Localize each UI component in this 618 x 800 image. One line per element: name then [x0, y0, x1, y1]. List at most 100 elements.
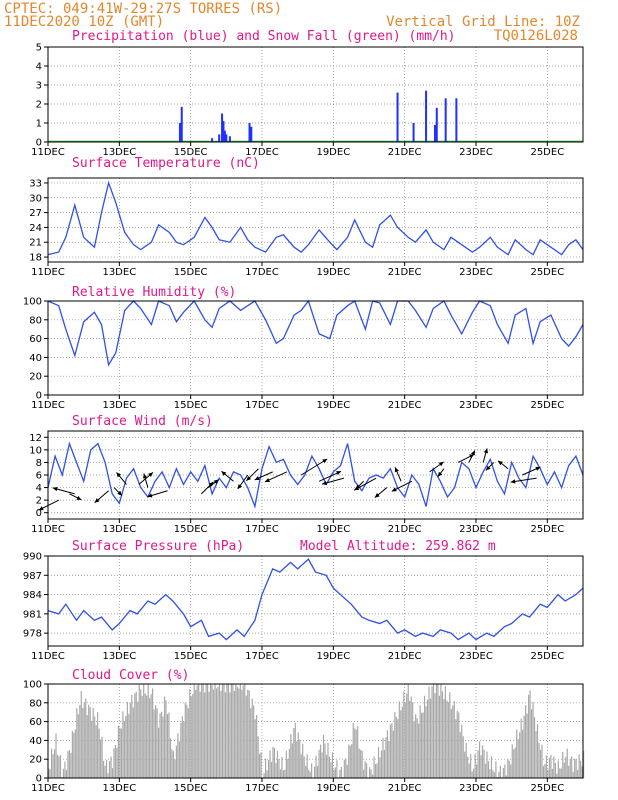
pres-xtick-label: 15DEC [174, 651, 208, 662]
cloud-bar [426, 699, 429, 778]
precip-bar [250, 126, 253, 142]
cloud-bar [260, 752, 262, 778]
rh-xtick-label: 21DEC [388, 400, 422, 411]
precip-bar [228, 136, 231, 142]
cloud-bar [141, 695, 143, 778]
cloud-bar [55, 733, 57, 778]
rh-xtick-label: 19DEC [316, 400, 350, 411]
cloud-bar [400, 710, 402, 778]
cloud-bar [105, 760, 108, 778]
cloud-bar [547, 769, 549, 778]
cloud-bar [398, 701, 400, 778]
cloud-bar [102, 760, 105, 778]
cloud-bar [233, 690, 235, 778]
cloud-bar [480, 755, 482, 778]
precip-bar [211, 138, 214, 142]
cloud-bar [126, 701, 128, 778]
cloud-bar [535, 731, 537, 778]
precip-bar [455, 98, 458, 142]
cloud-bar [288, 748, 290, 778]
rh-xtick-label: 15DEC [174, 400, 208, 411]
wind-vector-head [213, 479, 219, 485]
wind-vector-head [148, 472, 153, 478]
cloud-bar [184, 702, 186, 778]
rh-xtick-label: 17DEC [245, 400, 279, 411]
cloud-bar [217, 686, 219, 778]
cloud-ytick-label: 20 [29, 755, 42, 766]
cloud-bar [581, 766, 583, 778]
cloud-bar [322, 734, 325, 778]
cloud-bar [431, 686, 433, 778]
wind-vector-head [208, 481, 214, 487]
cloud-bar [293, 727, 295, 778]
cloud-bar [49, 769, 51, 778]
cloud-bar [517, 739, 519, 778]
temp-frame [47, 177, 584, 263]
wind-xtick-label: 23DEC [459, 524, 493, 535]
cloud-bar [533, 717, 536, 778]
cloud-bar [345, 758, 347, 778]
cloud-bar [86, 715, 88, 778]
cloud-bar [388, 740, 390, 778]
cloud-bar [551, 768, 553, 778]
cloud-bar [440, 684, 442, 778]
cloud-bar [79, 705, 81, 778]
wind-vector-head [483, 448, 488, 454]
cloud-bar [438, 695, 441, 778]
cloud-bar [125, 715, 127, 778]
cloud-bar [192, 693, 194, 778]
wind-vector-head [437, 471, 443, 477]
cloud-bar [467, 756, 469, 778]
cloud-bar [207, 684, 209, 778]
cloud-bar [275, 762, 277, 778]
cloud-bar [308, 769, 310, 778]
cloud-bar [566, 748, 568, 778]
precip-bar [222, 121, 225, 142]
cloud-bar [239, 684, 241, 778]
cloud-bar [319, 744, 322, 778]
cloud-bar [77, 714, 79, 778]
cloud-bar [241, 689, 243, 778]
cloud-bar [486, 751, 488, 778]
cloud-bar [62, 768, 65, 778]
cloud-bar [443, 698, 445, 778]
cloud-bar [334, 767, 337, 778]
cloud-bar [336, 760, 338, 778]
wind-xtick-label: 17DEC [245, 524, 279, 535]
cloud-bar [330, 762, 332, 778]
cloud-bar [53, 749, 56, 778]
rh-ytick-label: 40 [29, 353, 42, 364]
cloud-bar [394, 712, 396, 778]
pres-ytick-label: 984 [23, 590, 42, 601]
cloud-bar [370, 769, 372, 778]
cloud-bar [382, 737, 384, 778]
precip-bar [425, 90, 428, 142]
cloud-bar [578, 754, 580, 778]
wind-vector-head [322, 480, 327, 486]
cloud-bar [71, 730, 73, 778]
wind-xtick-label: 15DEC [174, 524, 208, 535]
cloud-bar [156, 708, 158, 778]
cloud-bar [282, 770, 284, 778]
cloud-bar [157, 727, 160, 778]
cloud-bar [187, 708, 189, 778]
cloud-xtick-label: 13DEC [102, 783, 136, 794]
precip-xtick-label: 15DEC [174, 147, 208, 158]
cloud-xtick-label: 17DEC [245, 783, 279, 794]
cloud-bar [327, 742, 329, 778]
wind-vector-head [221, 471, 227, 476]
cloud-bar [528, 694, 530, 778]
cloud-bar [284, 769, 286, 778]
cloud-bar [453, 701, 455, 778]
cloud-bar [437, 684, 439, 778]
temp-ytick-label: 33 [29, 178, 42, 189]
cloud-bar [186, 704, 188, 778]
cloud-bar [166, 714, 169, 778]
temp-xtick-label: 19DEC [316, 267, 350, 278]
cloud-bar [478, 741, 481, 778]
rh-panel: Relative Humidity (%) 11DEC 13DEC 15DEC 17DE… [23, 285, 584, 411]
cloud-bar [58, 756, 60, 778]
cloud-bar [65, 770, 68, 778]
wind-vector-head [143, 473, 148, 479]
